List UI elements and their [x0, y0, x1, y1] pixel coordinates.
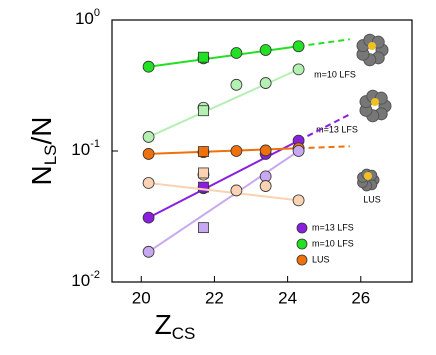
cluster-atom: [364, 172, 372, 180]
x-label-sub: CS: [172, 324, 196, 343]
data-point: [230, 78, 243, 91]
data-point: [142, 60, 155, 73]
y-tick-exponent: 0: [94, 7, 100, 19]
data-point: [142, 211, 155, 224]
trend-line: [148, 45, 299, 68]
trend-line: [148, 139, 300, 219]
x-tick-label: 22: [205, 288, 224, 307]
data-square: [198, 222, 209, 234]
data-point: [292, 145, 305, 157]
trend-line: [148, 181, 299, 202]
y-tick-base: 10: [71, 140, 90, 159]
data-point: [230, 47, 243, 59]
data-point: [292, 63, 305, 76]
x-axis-label: ZCS: [155, 309, 196, 343]
trend-line: [148, 68, 299, 138]
data-point: [292, 40, 305, 53]
trend-line: [148, 150, 300, 253]
data-point: [259, 180, 272, 192]
data-square: [198, 181, 209, 193]
y-tick-label: 10-1: [71, 138, 100, 160]
legend-marker: [296, 254, 308, 266]
trend-extension: [298, 38, 350, 48]
trend-extension: [298, 145, 350, 150]
annotation: m=13 LFS: [316, 124, 358, 134]
legend-marker: [296, 222, 308, 234]
cluster-atom: [368, 42, 376, 50]
y-axis-label: NLS/N: [26, 116, 60, 185]
data-point: [259, 44, 272, 56]
data-point: [142, 177, 155, 189]
x-label-main: Z: [155, 309, 172, 340]
y-tick-base: 10: [71, 271, 90, 290]
cluster-atom: [371, 98, 379, 106]
y-tick-exponent: -1: [90, 138, 100, 150]
data-square: [198, 146, 209, 157]
y-tick-base: 10: [75, 9, 94, 28]
data-point: [259, 144, 272, 157]
y-label-main: N: [26, 165, 57, 185]
y-tick-label: 10-2: [71, 269, 100, 291]
data-point: [230, 145, 243, 157]
legend-marker: [296, 238, 308, 250]
data-point: [142, 148, 155, 160]
annotation: LUS: [363, 194, 381, 204]
data-square: [198, 105, 209, 117]
y-tick-exponent: -2: [90, 269, 100, 281]
y-tick-label: 100: [75, 7, 100, 29]
data-point: [142, 131, 155, 143]
x-tick-label: 24: [278, 288, 297, 307]
legend-label: LUS: [312, 254, 330, 264]
x-tick-label: 26: [351, 288, 370, 307]
data-square: [198, 167, 209, 179]
legend-label: m=10 LFS: [312, 238, 354, 248]
trend-line: [148, 147, 299, 155]
data-point: [230, 184, 243, 197]
y-label-rest: /N: [26, 116, 57, 144]
y-label-sub: LS: [41, 144, 60, 165]
data-square: [198, 51, 209, 63]
data-point: [142, 245, 155, 258]
legend-label: m=13 LFS: [312, 222, 354, 232]
annotation: m=10 LFS: [314, 69, 356, 79]
x-tick-label: 20: [132, 288, 151, 307]
data-point: [259, 77, 272, 89]
data-point: [292, 194, 305, 207]
